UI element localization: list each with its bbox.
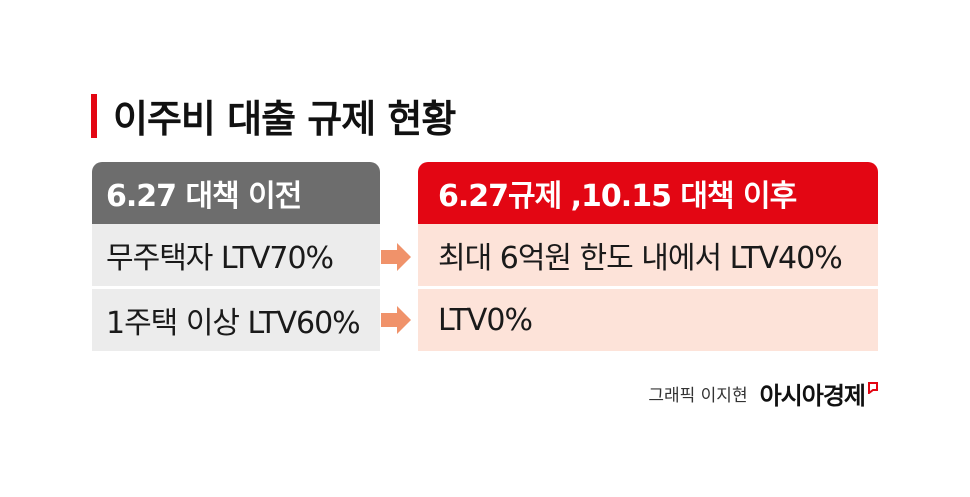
row-divider [92,286,380,289]
before-row-1: 무주택자 LTV70% [92,224,380,286]
after-header: 6.27규제 ,10.15 대책 이후 [418,162,878,224]
title-accent-bar [91,93,97,138]
before-table: 6.27 대책 이전 무주택자 LTV70% 1주택 이상 LTV60% [92,162,380,351]
after-row-1: 최대 6억원 한도 내에서 LTV40% [418,224,878,286]
graphic-credit: 그래픽 이지현 [648,386,748,406]
page-title: 이주비 대출 규제 현황 [113,97,456,141]
before-header: 6.27 대책 이전 [92,162,380,224]
before-row-2: 1주택 이상 LTV60% [92,289,380,351]
row-divider [418,286,878,289]
arrow-right-icon [381,243,411,271]
after-table: 6.27규제 ,10.15 대책 이후 최대 6억원 한도 내에서 LTV40%… [418,162,878,351]
credit-line: 그래픽 이지현 아시아경제 [648,376,878,411]
brand-logo-icon [868,379,878,398]
after-row-2: LTV0% [418,289,878,351]
title-block: 이주비 대출 규제 현황 [91,88,456,143]
arrow-right-icon [381,306,411,334]
brand-name: 아시아경제 [759,382,866,410]
